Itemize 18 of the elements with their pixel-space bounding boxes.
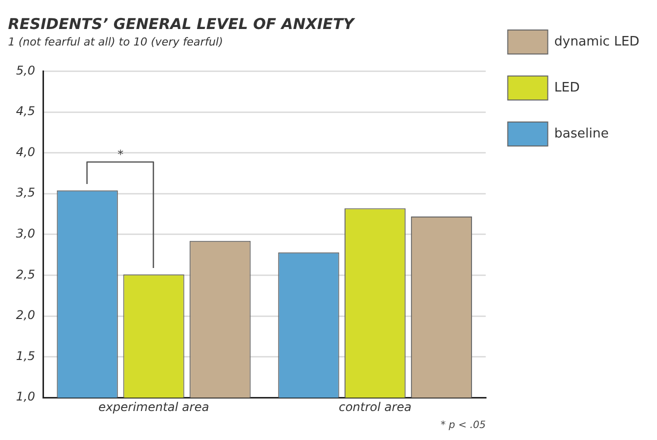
legend-label: LED [554,80,580,96]
x-tick-label: experimental area [98,400,210,414]
y-tick-label: 3,0 [16,226,36,241]
y-tick-label: 5,0 [16,63,36,78]
text: * p < .05 [440,420,486,431]
y-tick-label: 4,0 [16,144,36,159]
chart-subtitle: 1 (not fearful at all) to 10 (very fearful) [8,35,224,48]
y-tick-label: 2,0 [16,308,36,322]
y-tick-label: 2,5 [16,267,36,282]
x-tick-label: control area [338,400,412,414]
y-tick-label: 1,5 [16,348,36,363]
y-tick-label: 4,5 [16,104,36,118]
chart-title: RESIDENTS’ GENERAL LEVEL OF ANXIETY [8,14,356,33]
legend-label: dynamic LED [554,34,640,50]
legend-label: baseline [554,126,609,142]
annotation: * [118,147,124,162]
y-tick-label: 1,0 [16,390,36,404]
y-tick-label: 3,5 [16,186,36,200]
